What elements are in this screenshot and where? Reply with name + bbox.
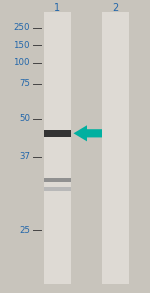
Bar <box>44 12 70 284</box>
Text: 100: 100 <box>14 59 30 67</box>
Polygon shape <box>74 125 102 142</box>
Text: 150: 150 <box>14 41 30 50</box>
Bar <box>44 187 70 191</box>
Text: 1: 1 <box>54 3 60 13</box>
Text: 75: 75 <box>19 79 30 88</box>
Text: 50: 50 <box>19 114 30 123</box>
Bar <box>44 130 70 137</box>
Bar <box>44 178 70 182</box>
Text: 37: 37 <box>19 152 30 161</box>
Text: 25: 25 <box>19 226 30 234</box>
Bar <box>102 12 129 284</box>
Text: 2: 2 <box>112 3 119 13</box>
Text: 250: 250 <box>14 23 30 32</box>
